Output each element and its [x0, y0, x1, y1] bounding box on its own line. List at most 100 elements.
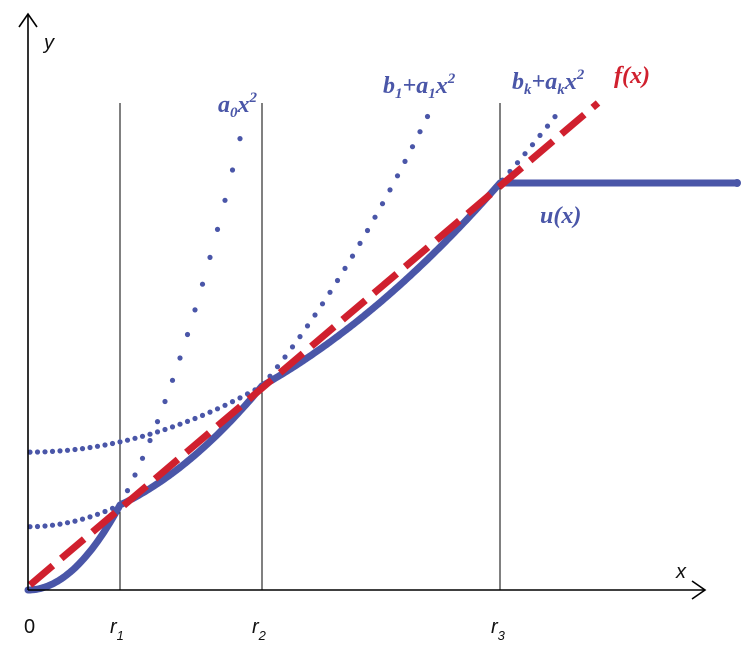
curve-bk-akx2-dot	[132, 435, 138, 441]
curve-bk-akx2-dot	[49, 448, 56, 454]
curve-a0x2-dot	[214, 226, 221, 232]
curve-a0x2-dot	[229, 167, 236, 173]
curve-b1-a1x2-dot	[394, 173, 401, 179]
curve-u-x	[24, 179, 741, 594]
curve-bk-akx2-dot	[87, 444, 93, 451]
curve-b1-a1x2-dot	[94, 511, 101, 517]
curve-b1-a1x2-dot	[327, 289, 333, 295]
curve-bk-akx2-dot	[154, 429, 161, 435]
curve-a0x2-dot	[132, 472, 138, 478]
curve-bk-akx2-dot	[552, 114, 558, 120]
curve-a0x2-dot	[184, 331, 191, 338]
curve-bk-akx2-dot	[177, 421, 183, 427]
curve-b1-a1x2-dot	[49, 522, 56, 528]
curve-b1-a1x2	[27, 113, 431, 530]
curve-bk-akx2-dot	[102, 442, 108, 448]
curve-bk-akx2	[27, 114, 558, 455]
curve-bk-akx2-dot	[79, 446, 86, 452]
curve-bk-akx2-dot	[57, 448, 63, 454]
curve-b1-a1x2-dot	[424, 113, 431, 120]
curve-b1-a1x2-dot	[72, 518, 78, 524]
curve-bk-akx2-dot	[139, 433, 146, 439]
label-bk-akx2: bk+akx2	[512, 67, 585, 98]
y-axis-arrowhead	[18, 12, 38, 28]
curve-a0x2-dot	[154, 419, 161, 425]
curve-b1-a1x2-dot	[417, 129, 423, 135]
curve-a0x2-dot	[162, 398, 168, 405]
curve-a0x2-dot	[177, 355, 183, 361]
curve-bk-akx2-dot	[162, 426, 168, 433]
label-f-x: f(x)	[614, 63, 650, 89]
label-a0x2: a0x2	[218, 90, 258, 121]
curve-b1-a1x2-dot	[342, 265, 348, 271]
curve-b1-a1x2-dot	[387, 187, 393, 193]
curve-b1-a1x2-dot	[102, 508, 108, 515]
curve-bk-akx2-dot	[207, 409, 213, 415]
curve-b1-a1x2-dot	[64, 520, 71, 526]
curve-bk-akx2-dot	[72, 446, 78, 453]
curve-a0x2-dot	[169, 377, 176, 383]
curve-b1-a1x2-dot	[349, 253, 356, 259]
tick-label-r1: r1	[110, 616, 124, 643]
curve-b1-a1x2-dot	[372, 214, 378, 220]
curve-bk-akx2-dot	[537, 132, 543, 138]
x-axis-arrowhead	[691, 580, 707, 600]
curve-bk-akx2-dot	[229, 399, 236, 405]
curve-b1-a1x2-dot	[34, 523, 41, 530]
curve-a0x2-dot	[124, 488, 131, 494]
curve-a0x2-dot	[207, 254, 213, 260]
origin-label: 0	[24, 616, 35, 638]
curve-b1-a1x2-dot	[42, 523, 48, 529]
curve-bk-akx2-dot	[199, 412, 206, 418]
curve-a0x2-dot	[199, 281, 206, 287]
curve-b1-a1x2-dot	[319, 301, 326, 307]
curve-bk-akx2-dot	[94, 443, 101, 449]
curve-b1-a1x2-dot	[334, 277, 341, 284]
curve-bk-akx2-dot	[514, 160, 521, 166]
label-b1-a1x2: b1+a1x2	[383, 71, 456, 102]
curve-bk-akx2-dot	[34, 449, 41, 455]
curve-bk-akx2-dot	[64, 447, 71, 453]
curve-b1-a1x2-dot	[409, 144, 416, 150]
curve-b1-a1x2-dot	[79, 516, 86, 522]
curve-bk-akx2-dot	[169, 424, 176, 430]
curve-bk-akx2-dot	[214, 406, 221, 412]
curve-bk-akx2-dot	[544, 123, 551, 129]
curve-a0x2-dot	[147, 437, 153, 444]
curve-b1-a1x2-dot	[274, 364, 281, 370]
curve-b1-a1x2-dot	[57, 521, 63, 527]
curve-a0x2-dot	[237, 136, 243, 142]
curve-b1-a1x2-dot	[289, 344, 296, 350]
curve-bk-akx2-dot	[522, 151, 528, 157]
curve-bk-akx2-dot	[184, 418, 191, 424]
curve-bk-akx2-dot	[192, 415, 198, 422]
curve-bk-akx2-dot	[237, 395, 243, 401]
curve-b1-a1x2-dot	[297, 334, 303, 340]
curve-bk-akx2-dot	[124, 437, 131, 443]
curve-a0x2-dot	[192, 307, 198, 313]
curve-b1-a1x2-dot	[357, 240, 363, 246]
curve-bk-akx2-dot	[529, 142, 536, 148]
guide-lines	[119, 103, 501, 590]
curve-bk-akx2-dot	[117, 439, 123, 445]
tick-label-r2: r2	[252, 616, 267, 643]
curve-a0x2-dot	[222, 197, 228, 203]
curve-b1-a1x2-dot	[87, 514, 93, 520]
curve-a0x2-dot	[139, 455, 146, 461]
curve-u-x-end	[733, 179, 741, 187]
curve-b1-a1x2-dot	[379, 201, 386, 207]
curve-f-x	[27, 100, 601, 588]
curve-b1-a1x2-dot	[364, 227, 371, 234]
curve-bk-akx2-dot	[147, 431, 153, 437]
curve-b1-a1x2-dot	[304, 323, 311, 329]
curve-bk-akx2-dot	[222, 402, 228, 408]
tick-label-r3: r3	[491, 616, 506, 643]
curve-b1-a1x2-dot	[282, 354, 288, 360]
y-axis-label: y	[42, 32, 55, 54]
curves	[24, 100, 741, 594]
x-axis-label: x	[675, 561, 687, 583]
curve-bk-akx2-dot	[109, 440, 116, 447]
label-u-x: u(x)	[540, 203, 581, 229]
